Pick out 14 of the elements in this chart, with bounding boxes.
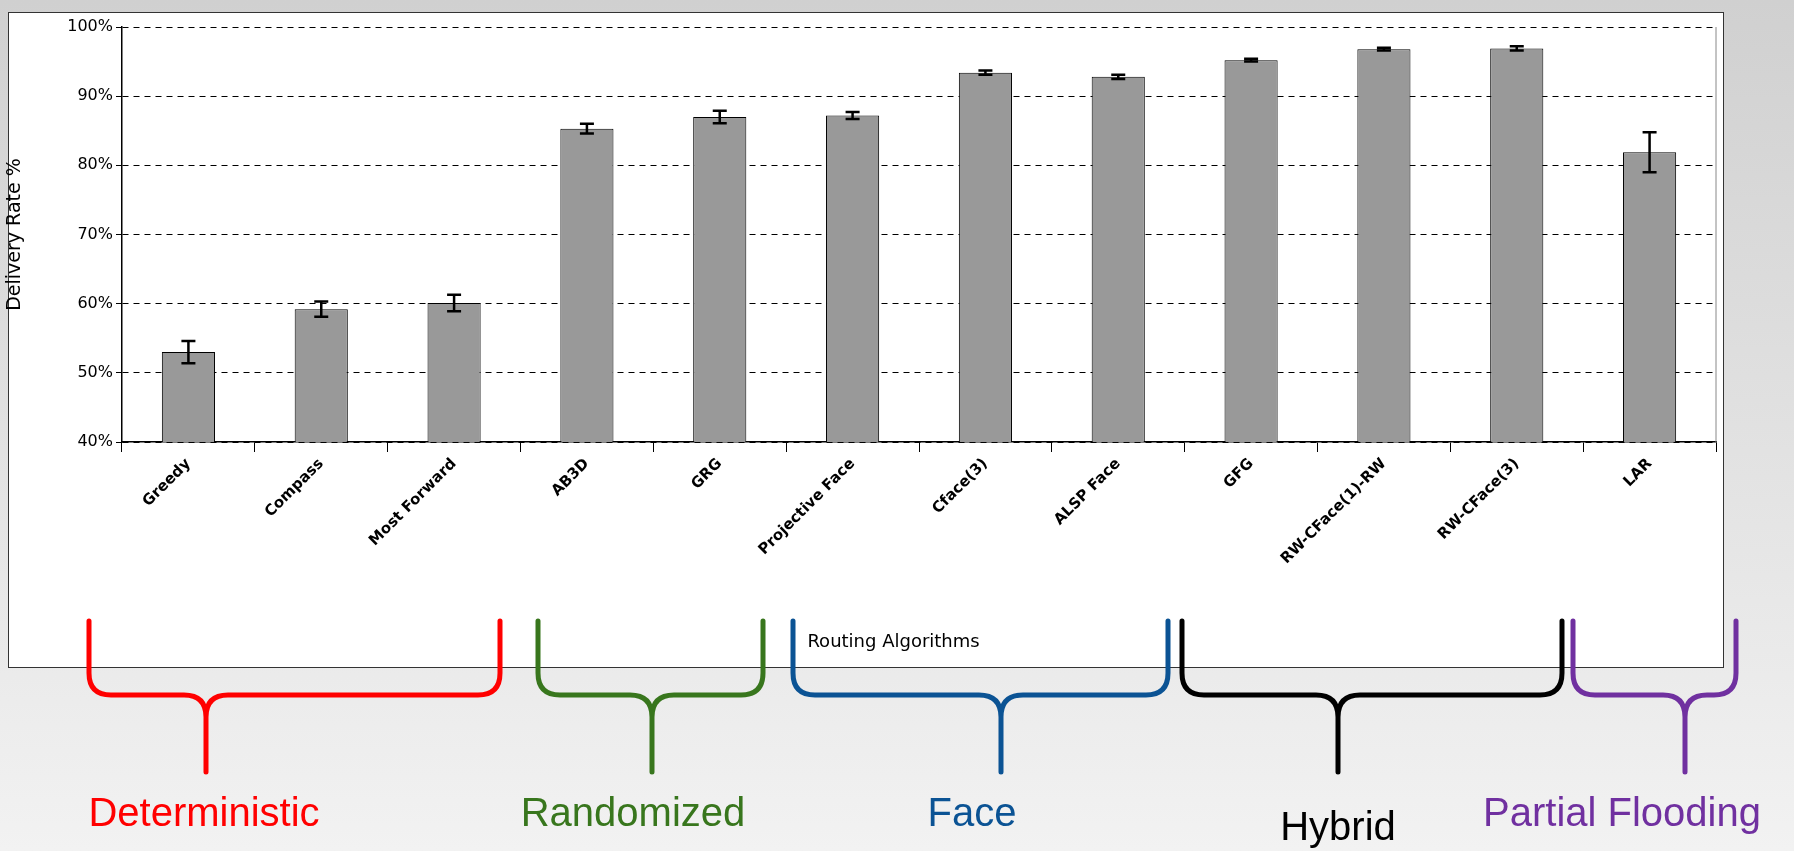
y-tick-label: 40% xyxy=(77,431,113,451)
text: Face xyxy=(927,789,1017,835)
x-axis-title: Routing Algorithms xyxy=(807,629,980,651)
y-tick-label: 90% xyxy=(77,85,113,105)
text: Randomized xyxy=(520,789,746,835)
y-tick-label: 70% xyxy=(77,223,113,243)
text: Hybrid xyxy=(1280,803,1396,849)
y-tick-label: 100% xyxy=(67,16,113,36)
y-tick-label: 80% xyxy=(77,154,113,174)
text: Deterministic xyxy=(88,789,320,835)
y-tick-label: 60% xyxy=(77,292,113,312)
y-tick-label: 50% xyxy=(77,361,113,381)
y-axis-title: Delivery Rate % xyxy=(2,158,25,311)
text: Partial Flooding xyxy=(1483,789,1761,835)
